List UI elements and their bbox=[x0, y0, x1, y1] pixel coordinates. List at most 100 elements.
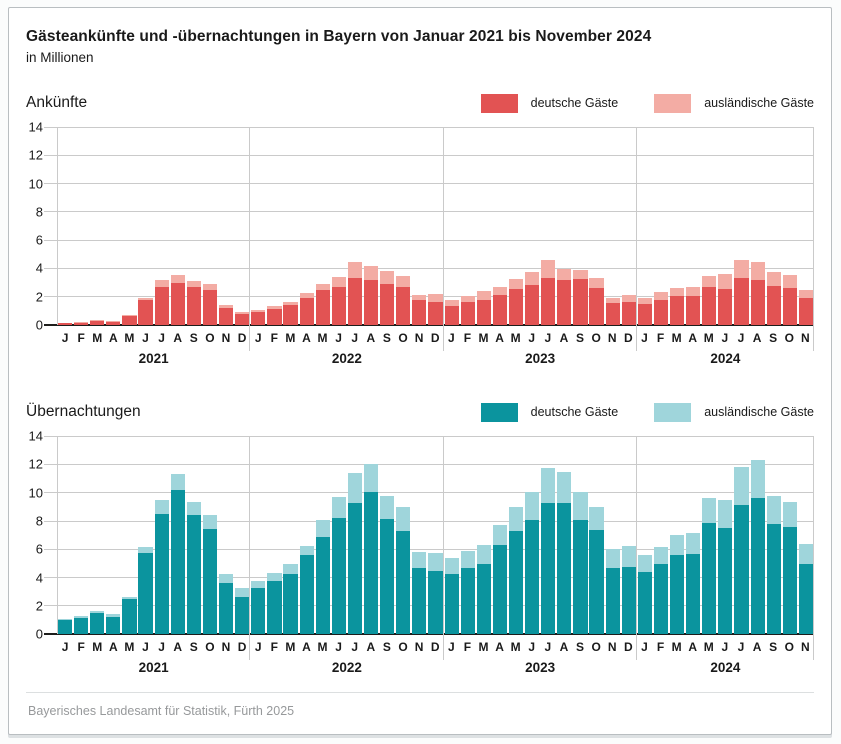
stacked-bar bbox=[57, 619, 73, 635]
bar-segment-domestic bbox=[766, 285, 781, 325]
stacked-bar bbox=[766, 496, 781, 635]
bar-segment-domestic bbox=[428, 301, 443, 325]
stacked-bar bbox=[670, 288, 685, 325]
bar-segment-foreign bbox=[219, 304, 234, 308]
bar-segment-domestic bbox=[202, 289, 218, 325]
month-tick-label: A bbox=[559, 640, 569, 655]
stacked-bar bbox=[605, 297, 620, 325]
bar-segment-domestic bbox=[444, 574, 459, 635]
plot-right-edge bbox=[813, 436, 814, 661]
y-tick-label: 0 bbox=[35, 626, 43, 642]
stacked-bar bbox=[363, 463, 379, 635]
stacked-bar bbox=[541, 260, 556, 325]
bar-segment-domestic bbox=[267, 580, 282, 635]
stacked-bar bbox=[653, 291, 669, 325]
year-tick-label: 2023 bbox=[525, 351, 556, 367]
bar-segment-foreign bbox=[718, 499, 733, 529]
bar-segment-domestic bbox=[412, 299, 427, 325]
month-tick-label: A bbox=[495, 331, 504, 345]
bar-segment-domestic bbox=[154, 286, 169, 325]
bar-segment-domestic bbox=[476, 563, 491, 635]
bar-segment-foreign bbox=[396, 507, 411, 531]
y-tick-label: 10 bbox=[28, 176, 43, 192]
month-tick-label: M bbox=[478, 640, 489, 655]
bar-segment-domestic bbox=[57, 323, 73, 325]
month-tick-label: N bbox=[414, 640, 424, 655]
bar-segment-foreign bbox=[444, 299, 459, 306]
bar-segment-domestic bbox=[299, 298, 314, 325]
bar-segment-foreign bbox=[476, 291, 491, 300]
bar-segment-domestic bbox=[686, 296, 701, 325]
year-axis: 2021 2022 2023 2024 bbox=[57, 660, 814, 675]
bar-segment-foreign bbox=[331, 497, 346, 518]
stacked-bar bbox=[412, 552, 427, 635]
stacked-bar bbox=[508, 507, 524, 635]
month-tick-label: J bbox=[158, 640, 165, 655]
bar-segment-domestic bbox=[653, 563, 669, 635]
bar-segment-domestic bbox=[251, 311, 266, 325]
stacked-bar bbox=[138, 546, 153, 635]
bar-segment-domestic bbox=[605, 303, 620, 325]
stacked-bar bbox=[476, 545, 491, 635]
month-tick-label: J bbox=[351, 331, 359, 345]
stacked-bar bbox=[573, 269, 588, 325]
bar-segment-domestic bbox=[267, 308, 282, 325]
bar-segment-domestic bbox=[460, 302, 475, 325]
month-tick-label: J bbox=[158, 331, 165, 345]
bar-segment-domestic bbox=[122, 599, 137, 635]
bar-segment-domestic bbox=[718, 288, 733, 325]
bar-segment-foreign bbox=[492, 525, 507, 546]
y-tick-label: 10 bbox=[28, 485, 43, 501]
legend-label-foreign: ausländische Gäste bbox=[704, 96, 814, 110]
stacked-bar bbox=[637, 297, 652, 325]
stacked-bar bbox=[460, 296, 475, 325]
bar-segment-domestic bbox=[186, 514, 201, 635]
stacked-bar bbox=[106, 320, 121, 325]
bar-segment-domestic bbox=[299, 555, 314, 635]
stacked-bar bbox=[750, 262, 765, 325]
bar-segment-foreign bbox=[782, 274, 797, 288]
stacked-bar bbox=[138, 297, 153, 325]
month-tick-label: M bbox=[671, 331, 682, 345]
month-tick-label: D bbox=[623, 331, 633, 345]
bar-segment-foreign bbox=[57, 619, 73, 621]
bar-segment-foreign bbox=[492, 286, 507, 296]
y-tick-label: 4 bbox=[35, 570, 43, 586]
bar-segment-foreign bbox=[202, 283, 218, 290]
bar-segment-domestic bbox=[90, 320, 105, 325]
bar-segment-domestic bbox=[315, 290, 330, 325]
legend-swatch-foreign bbox=[654, 93, 692, 113]
bar-segment-foreign bbox=[219, 573, 234, 583]
y-tick-label: 2 bbox=[35, 598, 43, 614]
bar-segment-domestic bbox=[106, 321, 121, 325]
bar-segment-foreign bbox=[315, 519, 330, 537]
legend-label-domestic: deutsche Gäste bbox=[530, 405, 619, 420]
stacked-bar bbox=[170, 274, 185, 325]
bar-segment-foreign bbox=[363, 463, 379, 493]
stacked-bar bbox=[492, 525, 507, 635]
bar-segment-foreign bbox=[525, 272, 540, 286]
bar-segment-domestic bbox=[444, 305, 459, 325]
month-tick-label: N bbox=[414, 331, 424, 345]
bar-segment-foreign bbox=[90, 610, 105, 613]
bar-segment-foreign bbox=[283, 302, 298, 306]
stacked-bar bbox=[235, 311, 250, 325]
gridline bbox=[44, 239, 814, 241]
month-tick-label: S bbox=[189, 640, 198, 655]
bar-segment-foreign bbox=[460, 551, 475, 568]
legend-item-domestic: deutsche Gäste bbox=[480, 93, 618, 113]
bar-segment-domestic bbox=[380, 283, 395, 325]
bar-segment-domestic bbox=[525, 285, 540, 325]
page-subtitle: in Millionen bbox=[26, 50, 94, 65]
stacked-bar bbox=[315, 519, 330, 635]
bar-segment-foreign bbox=[251, 581, 266, 589]
bar-segment-domestic bbox=[670, 295, 685, 325]
bar-segment-foreign bbox=[670, 535, 685, 555]
month-tick-label: M bbox=[703, 640, 714, 655]
y-tick-label: 0 bbox=[35, 317, 43, 333]
month-tick-label: A bbox=[302, 331, 311, 345]
month-tick-label: O bbox=[205, 640, 215, 655]
bar-segment-foreign bbox=[267, 306, 282, 309]
bar-segment-domestic bbox=[138, 552, 153, 635]
